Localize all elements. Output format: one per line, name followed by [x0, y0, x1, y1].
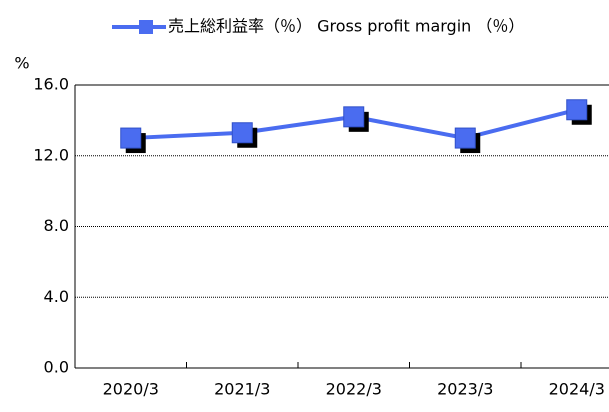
marker: [120, 127, 142, 149]
y-unit: %: [14, 54, 29, 73]
marker: [231, 122, 253, 144]
y-tick-label: 4.0: [44, 287, 69, 306]
marker: [454, 127, 476, 149]
x-tick-label: 2023/3: [437, 380, 493, 399]
x-tick-label: 2020/3: [103, 380, 159, 399]
y-tick-label: 0.0: [44, 358, 69, 377]
legend-marker: [139, 20, 153, 34]
marker: [566, 99, 588, 121]
x-tick-label: 2022/3: [326, 380, 382, 399]
y-tick-label: 8.0: [44, 216, 69, 235]
legend-label: 売上総利益率（％） Gross profit margin （％）: [168, 17, 524, 36]
marker: [343, 106, 365, 128]
y-tick-label: 16.0: [33, 75, 69, 94]
x-tick-label: 2024/3: [549, 380, 605, 399]
y-tick-label: 12.0: [33, 145, 69, 164]
x-tick-label: 2021/3: [214, 380, 270, 399]
